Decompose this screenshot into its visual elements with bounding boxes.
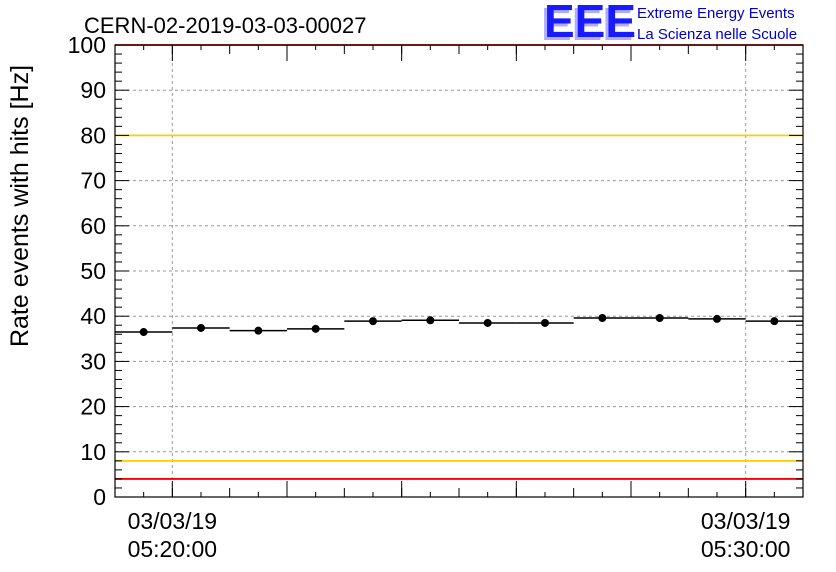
y-tick-label: 30 bbox=[80, 348, 106, 374]
logo-mark-shadow: EEE bbox=[541, 0, 633, 50]
data-point bbox=[655, 314, 664, 323]
logo-mark: EEE bbox=[544, 0, 636, 47]
data-point bbox=[713, 314, 721, 323]
y-tick-label: 50 bbox=[80, 258, 106, 284]
data-point bbox=[369, 317, 377, 326]
data-point bbox=[426, 316, 435, 325]
y-tick-label: 70 bbox=[80, 168, 106, 194]
eee-logo: EEE EEE Extreme Energy Events La Scienza… bbox=[541, 0, 797, 50]
data-series bbox=[115, 314, 803, 337]
y-tick-label: 60 bbox=[80, 213, 106, 239]
y-tick-label: 20 bbox=[80, 394, 106, 420]
x-tick-time: 05:30:00 bbox=[701, 536, 791, 562]
y-axis-title: Rate events with hits [Hz] bbox=[6, 65, 34, 347]
logo-line-2: La Scienza nelle Scuole bbox=[637, 26, 797, 43]
y-tick-label: 90 bbox=[80, 77, 106, 103]
data-point bbox=[139, 328, 148, 337]
x-tick-date: 03/03/19 bbox=[128, 508, 218, 534]
data-point bbox=[541, 318, 549, 327]
x-tick-time: 05:20:00 bbox=[128, 536, 218, 562]
data-point bbox=[483, 318, 492, 327]
x-tick-date: 03/03/19 bbox=[701, 508, 791, 534]
data-point bbox=[770, 317, 779, 326]
y-tick-label: 100 bbox=[68, 32, 106, 58]
y-tick-label: 80 bbox=[80, 122, 106, 148]
axis-ticks bbox=[114, 44, 804, 498]
chart-title: CERN-02-2019-03-03-00027 bbox=[84, 13, 367, 38]
data-point bbox=[197, 323, 205, 332]
logo-line-1: Extreme Energy Events bbox=[637, 5, 795, 22]
y-tick-label: 40 bbox=[80, 303, 106, 329]
y-tick-label: 0 bbox=[93, 484, 106, 510]
y-tick-label: 10 bbox=[80, 439, 106, 465]
y-tick-labels: 0 10 20 30 40 50 60 70 80 90 100 bbox=[68, 32, 106, 510]
data-point bbox=[254, 326, 263, 335]
data-point bbox=[311, 324, 320, 333]
data-point bbox=[598, 314, 607, 323]
